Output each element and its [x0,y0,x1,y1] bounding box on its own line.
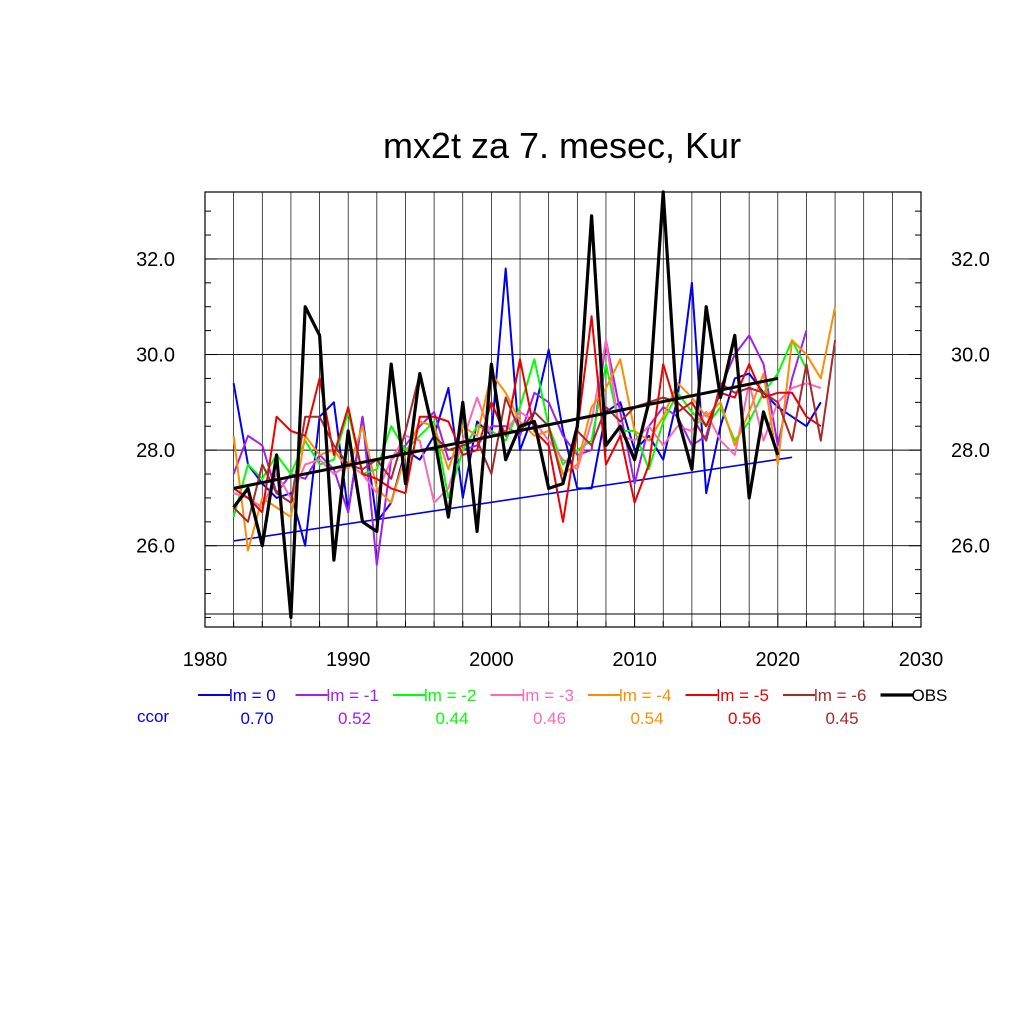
legend: lm = 0 0.70 lm = -1 0.52 lm = -2 0.44 lm = -3 0… [137,686,947,728]
series-line-3 [233,339,822,509]
legend-label-2: lm = -2 [424,686,476,705]
ccor-value-0: 0.70 [240,709,273,728]
ccor-value-3: 0.46 [533,709,566,728]
ccor-value-6: 0.45 [825,709,858,728]
legend-label-1: lm = -1 [327,686,379,705]
y-tick-label: 32.0 [136,249,175,271]
chart-title: mx2t za 7. mesec, Kur [383,125,741,166]
plot-frame [204,191,922,628]
y-tick-label-right: 26.0 [951,536,990,558]
y-tick-label-right: 30.0 [951,345,990,367]
y-tick-label: 28.0 [136,440,175,462]
x-tick-label: 1980 [183,649,228,671]
legend-label-5: lm = -5 [717,686,769,705]
legend-label-4: lm = -4 [619,686,671,705]
series-line-0 [232,267,822,547]
x-tick-label: 2000 [469,649,514,671]
legend-label-6: lm = -6 [814,686,866,705]
series-line-7 [232,190,780,620]
y-tick-label-right: 28.0 [951,440,990,462]
x-tick-label: 1990 [326,649,371,671]
ccor-value-4: 0.54 [630,709,663,728]
y-tick-label-right: 32.0 [951,249,990,271]
ccor-value-2: 0.44 [435,709,468,728]
legend-label-7: OBS [912,686,948,705]
ccor-value-5: 0.56 [728,709,761,728]
y-tick-label: 26.0 [136,536,175,558]
series-line-6 [232,340,837,523]
axes: 1980 1990 2000 2010 2020 2030 26.0 26.0 28.0 28.0… [136,191,990,671]
x-tick-label: 2010 [612,649,657,671]
x-tick-label: 2020 [756,649,801,671]
y-tick-label: 30.0 [136,345,175,367]
legend-label-3: lm = -3 [522,686,574,705]
legend-label-0: lm = 0 [229,686,276,705]
ccor-label: ccor [137,707,169,726]
series-group [232,190,837,620]
trend-line-0 [233,456,793,542]
x-tick-label: 2030 [899,649,944,671]
trend-line-7 [233,376,779,490]
ccor-value-1: 0.52 [338,709,371,728]
